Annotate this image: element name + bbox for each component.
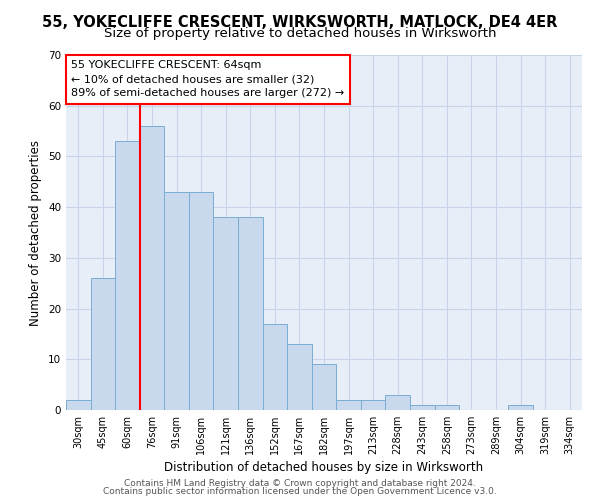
Text: Contains HM Land Registry data © Crown copyright and database right 2024.: Contains HM Land Registry data © Crown c… (124, 478, 476, 488)
Text: 55, YOKECLIFFE CRESCENT, WIRKSWORTH, MATLOCK, DE4 4ER: 55, YOKECLIFFE CRESCENT, WIRKSWORTH, MAT… (43, 15, 557, 30)
Bar (434, 405, 459, 410)
Bar (238, 218, 263, 410)
X-axis label: Distribution of detached houses by size in Wirksworth: Distribution of detached houses by size … (164, 461, 484, 474)
Y-axis label: Number of detached properties: Number of detached properties (29, 140, 43, 326)
Bar (361, 400, 385, 410)
Bar (115, 141, 140, 410)
Bar (66, 400, 91, 410)
Bar (214, 218, 238, 410)
Bar (508, 405, 533, 410)
Text: Contains public sector information licensed under the Open Government Licence v3: Contains public sector information licen… (103, 487, 497, 496)
Bar (164, 192, 189, 410)
Bar (91, 278, 115, 410)
Bar (189, 192, 214, 410)
Text: Size of property relative to detached houses in Wirksworth: Size of property relative to detached ho… (104, 28, 496, 40)
Bar (287, 344, 312, 410)
Bar (385, 395, 410, 410)
Bar (140, 126, 164, 410)
Bar (312, 364, 336, 410)
Bar (336, 400, 361, 410)
Text: 55 YOKECLIFFE CRESCENT: 64sqm
← 10% of detached houses are smaller (32)
89% of s: 55 YOKECLIFFE CRESCENT: 64sqm ← 10% of d… (71, 60, 344, 98)
Bar (263, 324, 287, 410)
Bar (410, 405, 434, 410)
